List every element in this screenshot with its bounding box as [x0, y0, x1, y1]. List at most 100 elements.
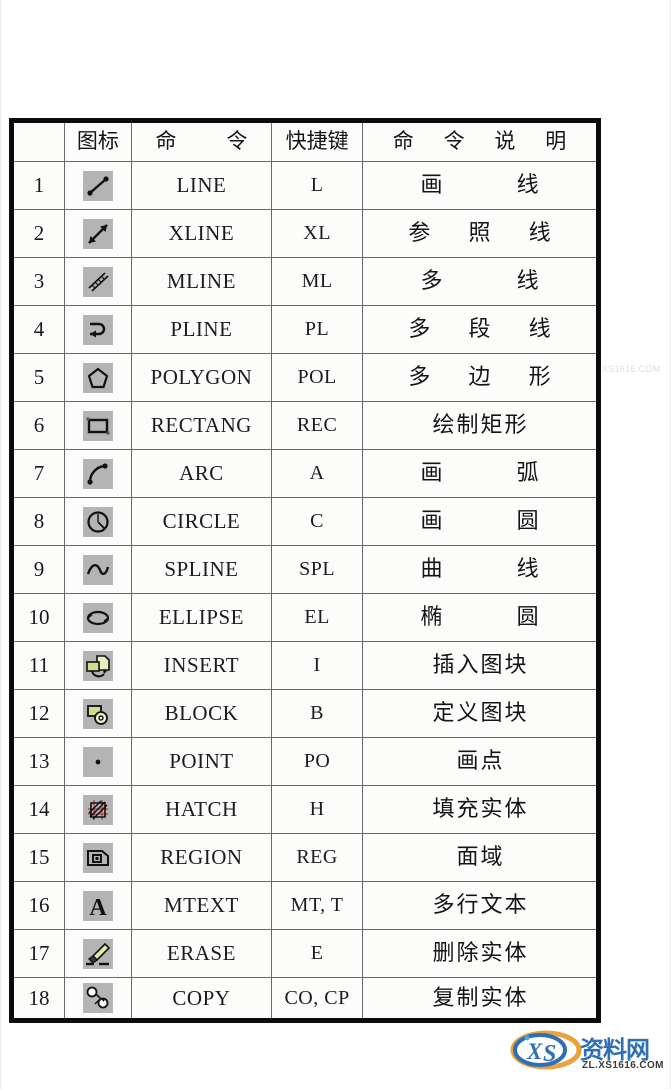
point-icon — [82, 746, 113, 777]
table-row: 14 HATCH H 填充实体 — [11, 785, 599, 834]
row-shortcut-label: A — [309, 462, 325, 484]
row-shortcut-cell: EL — [271, 593, 364, 642]
row-description-label: 填充实体 — [432, 796, 529, 821]
table-row: 2 XLINE XL 参 照 线 — [11, 209, 599, 258]
table-row: 7 ARC A 画 弧 — [11, 449, 599, 498]
row-index-cell: 5 — [11, 353, 66, 402]
svg-text:A: A — [89, 895, 107, 921]
table-row: 8 CIRCLE C 画 圆 — [11, 497, 599, 546]
watermark-brand-name: 资料网 — [580, 1037, 650, 1064]
row-command-label: MLINE — [166, 269, 236, 293]
row-index-label: 13 — [28, 749, 50, 773]
row-index-label: 17 — [28, 941, 50, 965]
row-index-cell: 1 — [11, 161, 66, 210]
row-command-cell: POINT — [130, 737, 273, 786]
row-command-label: BLOCK — [164, 701, 239, 725]
circle-icon — [82, 506, 113, 537]
row-command-cell: RECTANG — [130, 401, 273, 450]
row-description-cell: 画 圆 — [362, 497, 599, 546]
row-description-label: 插入图块 — [432, 652, 529, 677]
row-description-cell: 绘制矩形 — [362, 401, 599, 450]
row-shortcut-cell: SPL — [271, 545, 364, 594]
row-icon-cell — [64, 545, 132, 594]
table-row: 10 ELLIPSE EL 椭 圆 — [11, 593, 599, 642]
row-index-label: 8 — [33, 509, 45, 533]
row-icon-cell — [64, 497, 132, 546]
row-shortcut-label: E — [310, 942, 324, 964]
row-command-label: INSERT — [163, 653, 240, 677]
hatch-icon — [82, 794, 113, 825]
row-command-label: ERASE — [166, 941, 236, 965]
row-index-cell: 16 — [11, 881, 66, 930]
row-command-cell: MLINE — [130, 257, 273, 306]
column-header-description-label: 命 令 说 明 — [392, 130, 579, 153]
row-description-cell: 插入图块 — [362, 641, 599, 690]
row-index-label: 10 — [28, 605, 50, 629]
table-row: 5 POLYGON POL 多 边 形 — [11, 353, 599, 402]
row-description-cell: 复制实体 — [362, 977, 599, 1021]
column-header-shortcut: 快捷键 — [271, 120, 364, 162]
svg-text:X: X — [526, 1039, 543, 1064]
table-row: 17 ERASE E 删除实体 — [11, 929, 599, 978]
row-shortcut-cell: B — [271, 689, 364, 738]
row-command-cell: POLYGON — [130, 353, 273, 402]
row-index-label: 5 — [33, 365, 45, 389]
column-header-icon-label: 图标 — [76, 130, 119, 153]
row-shortcut-cell: I — [271, 641, 364, 690]
row-description-cell: 定义图块 — [362, 689, 599, 738]
row-command-cell: PLINE — [130, 305, 273, 354]
row-shortcut-label: REC — [296, 414, 338, 436]
row-icon-cell — [64, 401, 132, 450]
row-command-label: XLINE — [168, 221, 235, 245]
row-description-cell: 画点 — [362, 737, 599, 786]
row-description-label: 画 线 — [420, 172, 573, 197]
mline-icon — [82, 266, 113, 297]
row-description-label: 画 弧 — [420, 460, 573, 485]
row-shortcut-label: POL — [297, 366, 337, 388]
row-command-cell: ERASE — [130, 929, 273, 978]
row-index-cell: 15 — [11, 833, 66, 882]
row-index-label: 9 — [33, 557, 45, 581]
row-index-cell: 17 — [11, 929, 66, 978]
row-shortcut-label: PO — [303, 750, 331, 772]
row-command-label: ARC — [179, 461, 224, 485]
row-command-label: REGION — [160, 845, 243, 869]
row-icon-cell — [64, 257, 132, 306]
erase-icon — [82, 938, 113, 969]
row-description-cell: 参 照 线 — [362, 209, 599, 258]
row-description-label: 画 圆 — [420, 508, 573, 533]
row-description-label: 椭 圆 — [420, 604, 573, 629]
row-description-label: 曲 线 — [420, 556, 573, 581]
row-shortcut-cell: XL — [271, 209, 364, 258]
row-shortcut-cell: POL — [271, 353, 364, 402]
table-header-row: 图标 命 令 快捷键 命 令 说 明 — [11, 120, 599, 162]
row-command-cell: LINE — [130, 161, 273, 210]
table-body: 1 LINE L 画 线 2 XLINE XL 参 照 线 3 MLINE ML 多 线 4 PLINE P… — [11, 161, 599, 1021]
table-row: 3 MLINE ML 多 线 — [11, 257, 599, 306]
column-header-index — [11, 120, 66, 162]
row-index-cell: 7 — [11, 449, 66, 498]
column-header-shortcut-label: 快捷键 — [285, 130, 349, 153]
row-index-cell: 3 — [11, 257, 66, 306]
table-row: 16 A MTEXT MT, T 多行文本 — [11, 881, 599, 930]
table-row: 4 PLINE PL 多 段 线 — [11, 305, 599, 354]
copy-icon — [82, 983, 113, 1013]
row-command-cell: HATCH — [130, 785, 273, 834]
row-index-cell: 12 — [11, 689, 66, 738]
row-index-label: 16 — [28, 893, 50, 917]
row-shortcut-cell: A — [271, 449, 364, 498]
row-description-label: 多 段 线 — [408, 316, 567, 341]
row-shortcut-cell: REC — [271, 401, 364, 450]
row-shortcut-cell: ML — [271, 257, 364, 306]
row-index-label: 15 — [28, 845, 50, 869]
row-icon-cell — [64, 977, 132, 1021]
row-command-label: HATCH — [165, 797, 238, 821]
row-command-label: CIRCLE — [162, 509, 241, 533]
region-icon — [82, 842, 113, 873]
watermark-url: ZL.XS1616.COM — [582, 1060, 664, 1071]
row-index-cell: 2 — [11, 209, 66, 258]
row-description-label: 定义图块 — [432, 700, 529, 725]
pline-icon — [82, 314, 113, 345]
row-shortcut-label: H — [309, 798, 325, 820]
row-shortcut-cell: MT, T — [271, 881, 364, 930]
